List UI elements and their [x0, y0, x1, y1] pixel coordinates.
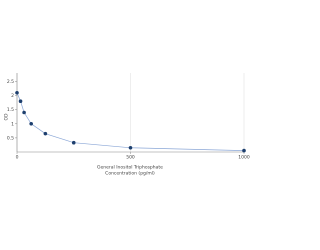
y-axis-title: OD	[4, 113, 10, 121]
curve	[16, 92, 245, 151]
x-axis-title: Concentration (pg/ml)	[105, 171, 155, 177]
x-tick-label: 500	[126, 155, 135, 161]
x-axis-title: General Inositol Triphosphate	[97, 165, 163, 171]
data-point	[242, 148, 246, 153]
data-point	[15, 90, 19, 95]
data-point	[71, 140, 76, 145]
y-tick-label: 2	[11, 93, 14, 99]
data-point	[18, 99, 23, 104]
y-tick-label: 0.5	[7, 135, 14, 141]
data-point	[128, 145, 133, 150]
x-tick-label: 1000	[238, 155, 250, 161]
chart: OD General Inositol Triphosphate Concent…	[4, 73, 250, 177]
y-tick-label: 1	[11, 121, 14, 127]
y-tick-label: 2.5	[7, 79, 14, 85]
y-tick-label: 1.5	[7, 107, 14, 113]
data-point	[43, 131, 48, 136]
data-point	[22, 110, 26, 115]
x-tick-label: 0	[16, 155, 19, 161]
data-point	[29, 121, 33, 126]
